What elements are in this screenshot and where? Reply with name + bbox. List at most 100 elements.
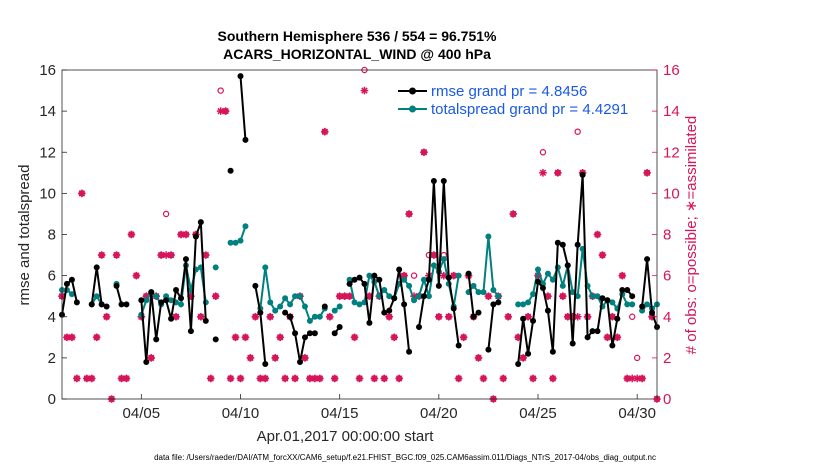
rmse-point-15-1 <box>520 315 527 322</box>
rmse-point-3-9 <box>182 256 189 263</box>
rmse-point-1-2 <box>98 301 105 308</box>
rmse-point-15-18 <box>604 297 611 304</box>
obs-assimilated-67 <box>390 333 399 342</box>
obs-assimilated-86-stroke-3 <box>485 292 492 300</box>
rmse-point-15-14 <box>584 334 591 341</box>
obs-assimilated-52-stroke-3 <box>316 375 324 382</box>
obs-assimilated-65-stroke-3 <box>381 375 388 382</box>
totalspread-point-5-3 <box>242 223 249 230</box>
obs-assimilated-7-stroke-3 <box>93 334 100 341</box>
obs-assimilated-47 <box>291 374 299 383</box>
totalspread-point-7-1 <box>336 303 343 310</box>
obs-assimilated-18 <box>147 354 156 362</box>
obs-assimilated-29-stroke-3 <box>202 251 210 259</box>
x-tick-label-3: 04/20 <box>420 405 458 422</box>
rmse-point-8-6 <box>311 330 318 337</box>
obs-assimilated-32-stroke-3 <box>217 107 224 115</box>
obs-assimilated-39 <box>251 312 260 321</box>
rmse-point-2-1 <box>118 301 125 308</box>
rmse-point-15-13 <box>579 171 586 178</box>
data-file-footnote: data file: /Users/raeder/DAI/ATM_forcXX/… <box>154 453 656 462</box>
totalspread-point-8-8 <box>386 293 393 300</box>
totalspread-point-6-6 <box>287 301 294 308</box>
obs-assimilated-51-stroke-3 <box>311 375 319 382</box>
obs-assimilated-13-stroke-3 <box>123 375 130 382</box>
rmse-point-3-12 <box>197 219 204 226</box>
obs-assimilated-93-stroke-3 <box>519 354 527 362</box>
rmse-point-12-5 <box>440 178 447 185</box>
obs-assimilated-79 <box>449 271 458 280</box>
rmse-point-13-2 <box>475 309 482 316</box>
y-tick-label-left-0: 0 <box>48 391 56 408</box>
rmse-point-16-2 <box>649 309 656 316</box>
obs-assimilated-9 <box>102 312 111 321</box>
y-axis-label-left: rmse and totalspread <box>16 165 33 306</box>
rmse-point-3-6 <box>168 315 175 322</box>
obs-possible-71 <box>410 272 418 279</box>
totalspread-point-8-15 <box>420 276 427 283</box>
obs-assimilated-53 <box>320 127 329 136</box>
totalspread-point-9-5 <box>490 287 497 294</box>
rmse-point-16-1 <box>644 256 651 263</box>
y-tick-label-right-1: 2 <box>663 350 671 367</box>
rmse-point-3-8 <box>178 295 184 302</box>
rmse-point-12-8 <box>455 342 462 349</box>
rmse-point-15-3 <box>530 317 537 324</box>
rmse-point-11-2 <box>356 274 363 281</box>
obs-assimilated-77 <box>439 271 448 280</box>
rmse-point-5-0 <box>227 167 234 174</box>
rmse-point-11-1 <box>351 276 358 283</box>
rmse-line-14 <box>487 301 499 350</box>
obs-assimilated-33-stroke-3 <box>222 107 229 115</box>
rmse-point-10-1 <box>336 324 343 331</box>
obs-assimilated-12-stroke-3 <box>118 375 125 382</box>
obs-assimilated-63 <box>370 374 379 383</box>
obs-assimilated-70 <box>405 210 413 218</box>
totalspread-point-6-2 <box>267 299 274 306</box>
obs-assimilated-50 <box>306 374 314 383</box>
obs-assimilated-25-stroke-3 <box>182 231 190 238</box>
rmse-line-7 <box>254 285 267 365</box>
totalspread-point-11-0 <box>639 307 646 314</box>
obs-assimilated-1-stroke-3 <box>63 334 71 341</box>
obs-assimilated-112-stroke-3 <box>614 334 621 341</box>
legend-rmse-marker <box>409 87 416 95</box>
rmse-point-11-11 <box>401 301 408 308</box>
obs-assimilated-58-stroke-3 <box>346 292 353 300</box>
y-axis-label-right: # of obs: o=possible; ∗=assimilated <box>683 116 700 355</box>
rmse-point-11-5 <box>371 272 378 279</box>
totalspread-point-9-6 <box>495 293 502 300</box>
obs-assimilated-66-stroke-3 <box>386 313 393 320</box>
obs-assimilated-99 <box>549 374 557 383</box>
obs-assimilated-57-stroke-3 <box>341 292 348 300</box>
obs-assimilated-78-stroke-3 <box>445 313 452 320</box>
obs-assimilated-78 <box>444 312 453 321</box>
rmse-point-14-2 <box>495 299 502 306</box>
y-tick-label-left-7: 14 <box>39 103 56 120</box>
totalspread-point-5-1 <box>232 239 239 246</box>
totalspread-point-3-8 <box>178 301 184 308</box>
rmse-point-3-13 <box>202 317 209 324</box>
obs-assimilated-44 <box>276 333 284 342</box>
x-tick-label-4: 04/25 <box>519 405 557 422</box>
obs-assimilated-110-stroke-3 <box>604 334 611 341</box>
obs-assimilated-21-stroke-3 <box>162 251 170 259</box>
rmse-point-2-2 <box>123 301 130 308</box>
obs-assimilated-42 <box>266 312 275 321</box>
y-tick-label-left-6: 12 <box>39 144 56 161</box>
obs-assimilated-85-stroke-3 <box>480 375 487 382</box>
totalspread-point-3-5 <box>163 293 170 300</box>
y-tick-label-left-3: 6 <box>48 268 56 285</box>
totalspread-point-8-16 <box>425 293 432 300</box>
obs-assimilated-59 <box>350 333 359 342</box>
obs-assimilated-76-stroke-3 <box>435 313 443 320</box>
obs-assimilated-66 <box>385 312 394 321</box>
totalspread-point-6-7 <box>292 293 299 300</box>
rmse-point-8-5 <box>306 330 313 337</box>
obs-assimilated-31-stroke-3 <box>212 292 219 300</box>
y-tick-label-right-6: 12 <box>663 144 680 161</box>
obs-assimilated-37-stroke-3 <box>242 334 249 341</box>
totalspread-point-5-0 <box>227 239 234 246</box>
rmse-point-14-0 <box>485 346 492 353</box>
obs-assimilated-61 <box>360 86 369 95</box>
